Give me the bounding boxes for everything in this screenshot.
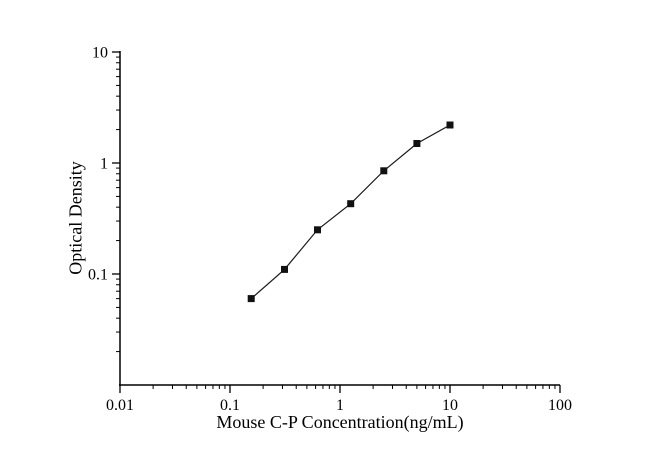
data-point-marker xyxy=(380,167,388,175)
data-point-marker xyxy=(446,121,454,129)
x-axis-label: Mouse C-P Concentration(ng/mL) xyxy=(216,412,464,432)
x-tick-label: 1 xyxy=(336,397,344,414)
data-point-marker xyxy=(413,140,421,147)
y-tick-label: 10 xyxy=(92,45,108,62)
x-tick-label: 0.01 xyxy=(106,397,134,414)
y-tick-label: 1 xyxy=(100,156,108,173)
x-tick-label: 0.1 xyxy=(220,397,240,414)
data-point-marker xyxy=(281,265,288,273)
y-tick-label: 0.1 xyxy=(88,267,108,284)
data-point-marker xyxy=(247,295,255,303)
x-tick-label: 100 xyxy=(548,397,572,414)
y-axis-label: Optical Density xyxy=(65,161,86,275)
x-tick-label: 10 xyxy=(442,397,458,414)
data-point-marker xyxy=(314,226,321,234)
data-point-marker xyxy=(347,200,355,208)
